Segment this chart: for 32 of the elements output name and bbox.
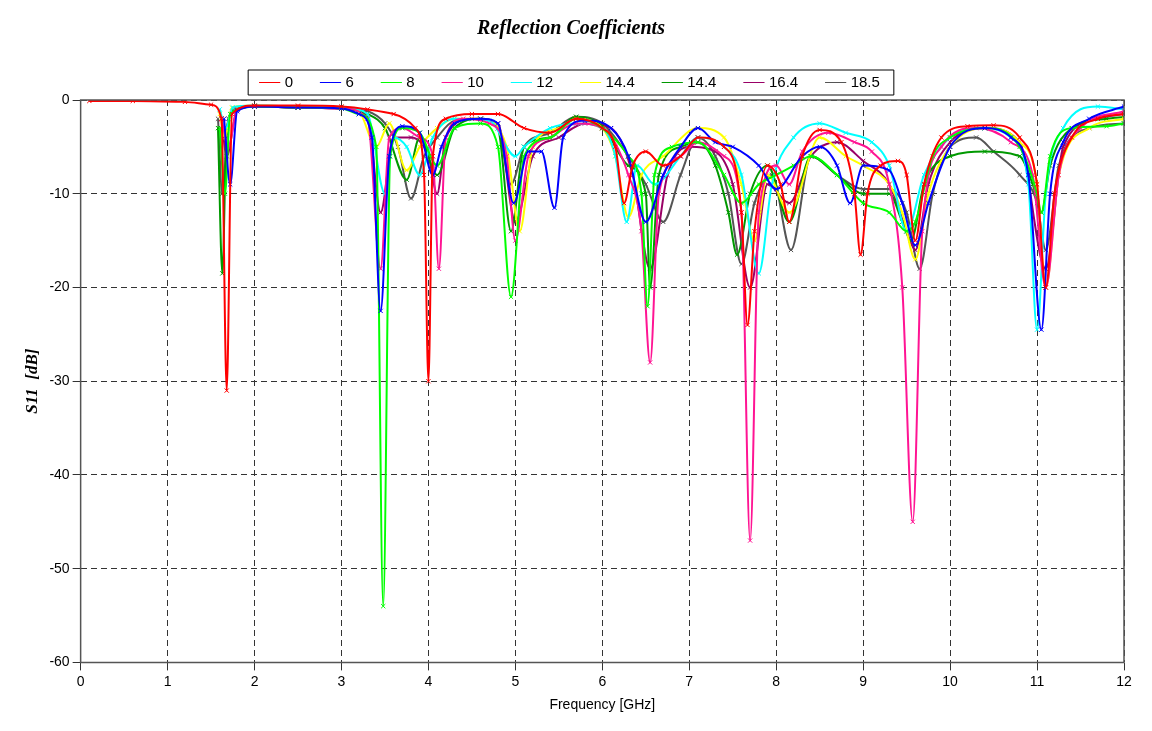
x-tick-label: 3: [337, 672, 346, 689]
legend-label: 14.4: [687, 72, 717, 90]
y-axis-title: S11 [dB]: [21, 348, 41, 414]
legend-label: 0: [284, 72, 294, 90]
y-tick-label: 0: [61, 90, 70, 107]
legend-label: 16.4: [768, 72, 799, 90]
x-tick-label: 8: [772, 672, 781, 689]
x-tick-label: 0: [76, 672, 85, 689]
x-tick-label: 2: [250, 672, 259, 689]
x-tick-label: 11: [1029, 672, 1045, 689]
y-tick-label: -50: [49, 559, 70, 576]
x-tick-label: 5: [511, 672, 520, 689]
x-tick-label: 12: [1116, 672, 1132, 689]
x-tick-label: 1: [163, 672, 172, 689]
x-tick-label: 7: [685, 672, 694, 689]
legend-label: 12: [536, 72, 554, 90]
y-tick-label: -10: [49, 184, 70, 201]
legend-label: 14.4: [605, 72, 635, 90]
x-tick-label: 4: [424, 672, 433, 689]
y-tick-label: -20: [49, 278, 70, 295]
y-tick-label: -40: [49, 465, 70, 482]
y-tick-label: -30: [49, 372, 70, 389]
x-axis-title: Frequency [GHz]: [549, 696, 656, 713]
y-tick-label: -60: [49, 653, 70, 670]
legend-label: 8: [406, 72, 415, 90]
legend-label: 6: [345, 72, 354, 90]
legend-label: 18.5: [850, 72, 880, 90]
x-tick-label: 9: [859, 672, 868, 689]
x-tick-label: 6: [598, 672, 607, 689]
legend-label: 10: [467, 72, 484, 90]
chart-title: Reflection Coefficients: [476, 16, 666, 40]
x-tick-label: 10: [942, 672, 959, 689]
